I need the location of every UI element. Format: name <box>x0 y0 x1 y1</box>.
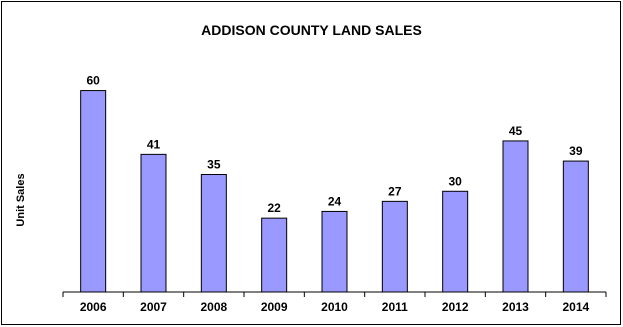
bar-2012 <box>442 190 469 293</box>
x-tick-label-2012: 2012 <box>442 300 469 314</box>
x-tick-label-2007: 2007 <box>140 300 167 314</box>
bar-2009 <box>261 217 288 293</box>
data-label-2006: 60 <box>86 74 100 88</box>
data-label-2008: 35 <box>207 158 221 172</box>
bar-2014 <box>562 160 589 293</box>
x-tick-label-2010: 2010 <box>321 300 348 314</box>
data-labels-group: 60 41 35 22 24 27 30 45 39 <box>86 74 582 216</box>
data-label-2013: 45 <box>509 124 523 138</box>
bar-2008 <box>200 174 227 293</box>
x-tick-label-2014: 2014 <box>562 300 589 314</box>
bar-2011 <box>381 200 408 293</box>
bar-2007 <box>140 153 167 293</box>
bars-group <box>80 90 589 293</box>
x-tick-label-2006: 2006 <box>80 300 107 314</box>
bar-2006 <box>80 90 107 293</box>
bar-2010 <box>321 210 348 293</box>
data-label-2010: 24 <box>328 194 342 208</box>
data-label-2012: 30 <box>448 174 462 188</box>
bar-2013 <box>502 140 529 293</box>
data-label-2009: 22 <box>267 201 281 215</box>
data-label-2014: 39 <box>569 144 583 158</box>
x-axis: 2006 2007 2008 2009 2010 2011 2012 2013 2014 <box>62 291 607 314</box>
x-tick-label-2011: 2011 <box>382 300 408 314</box>
x-tick-label-2009: 2009 <box>261 300 288 314</box>
data-label-2011: 27 <box>388 184 402 198</box>
data-label-2007: 41 <box>147 137 161 151</box>
x-tick-label-2013: 2013 <box>502 300 529 314</box>
x-tick-label-2008: 2008 <box>200 300 227 314</box>
chart-title: ADDISON COUNTY LAND SALES <box>201 22 422 38</box>
